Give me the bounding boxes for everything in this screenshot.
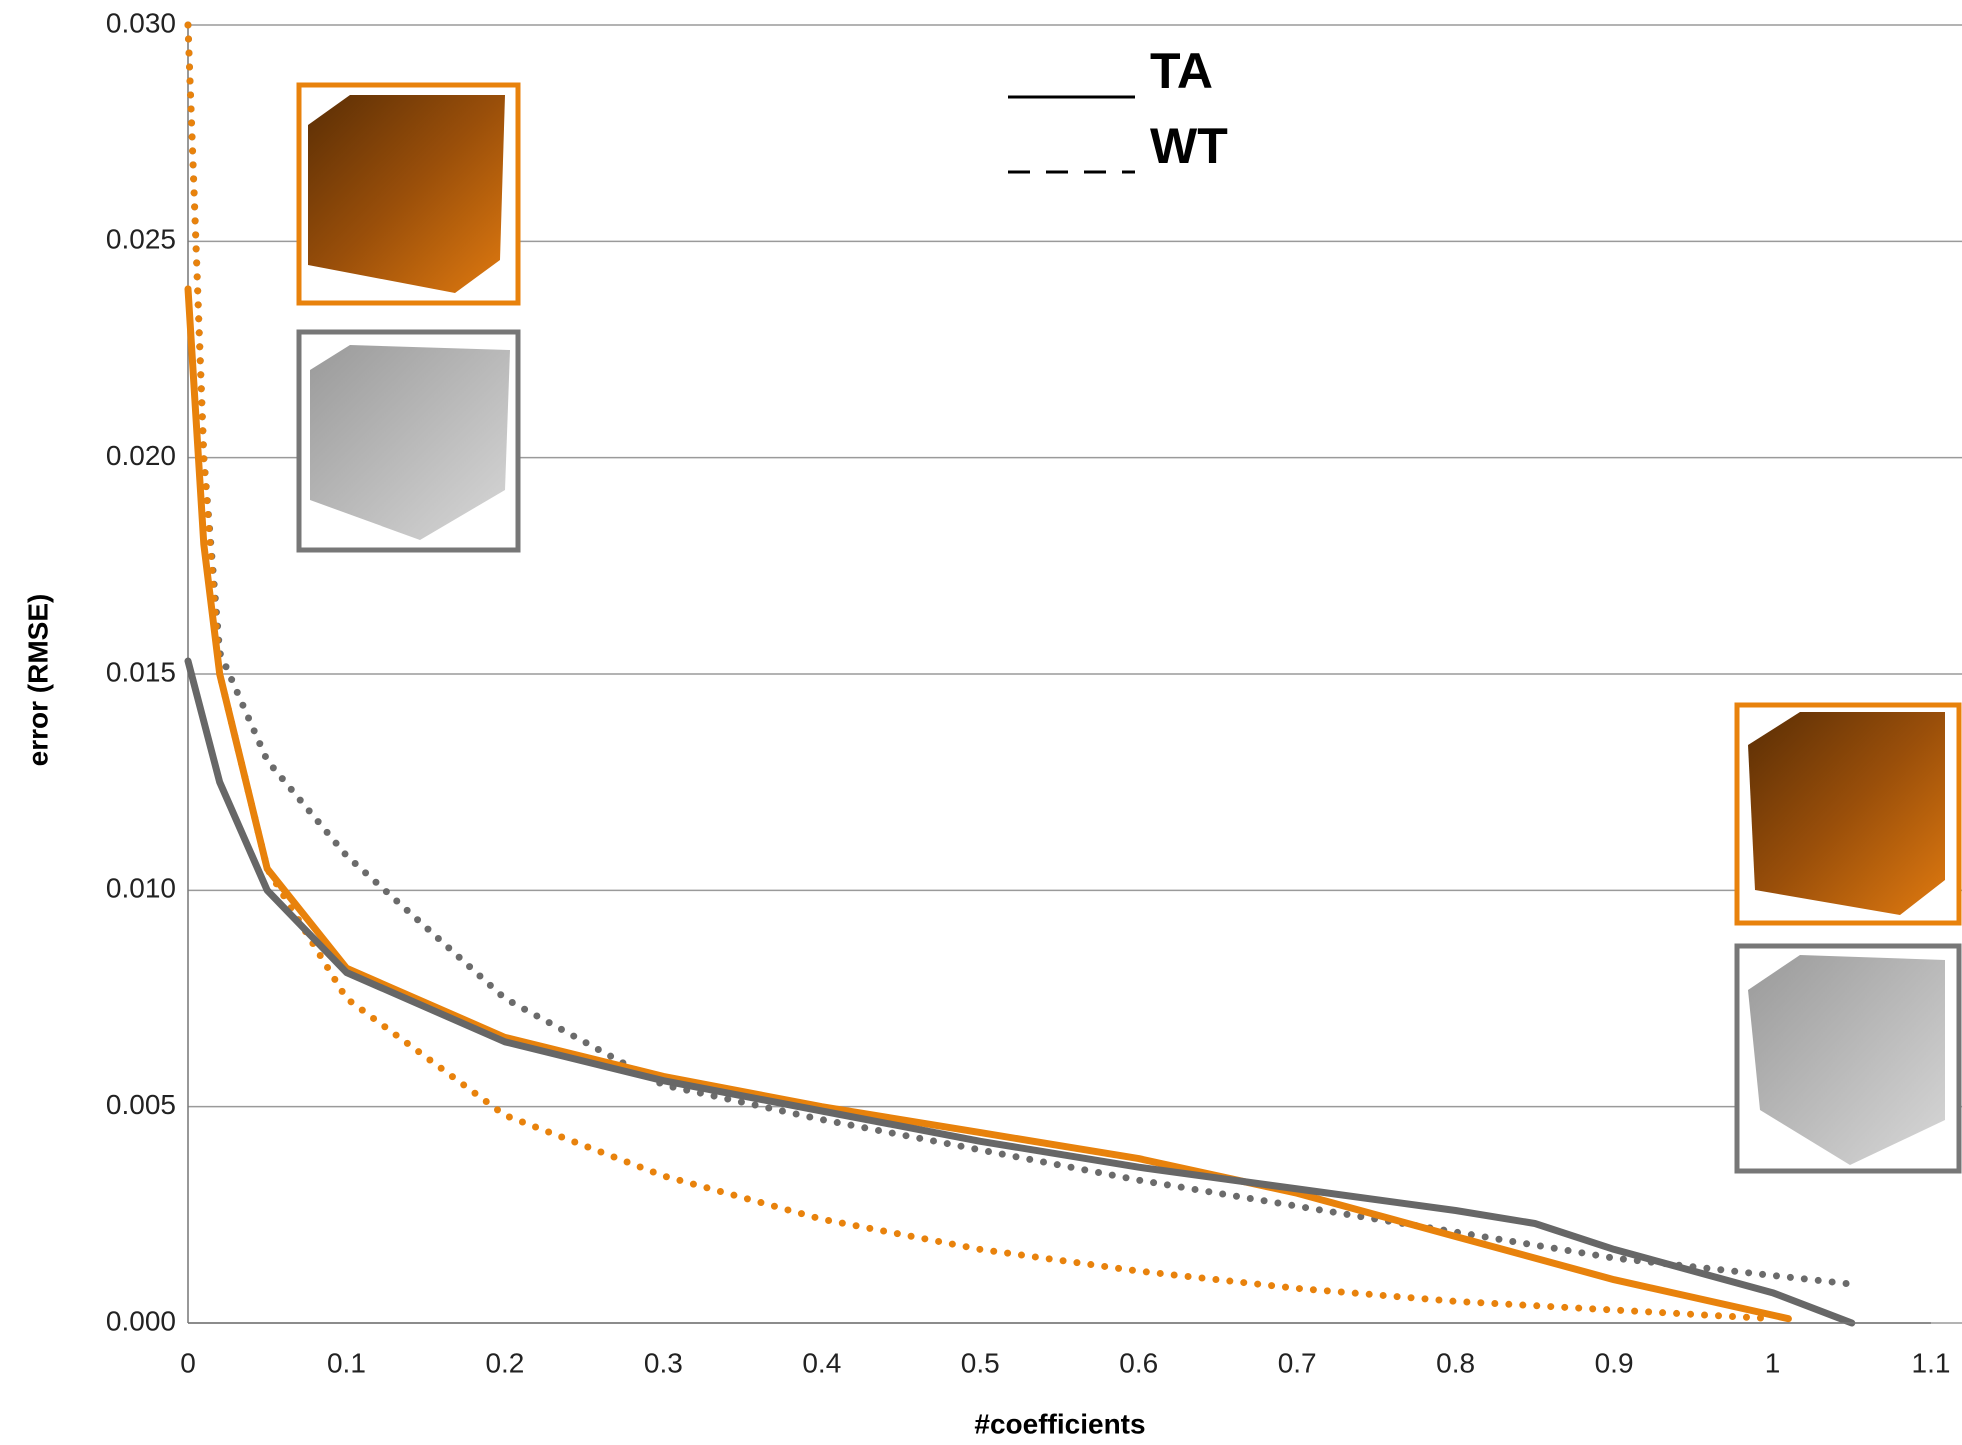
- x-tick-label: 0.8: [1436, 1347, 1475, 1378]
- y-tick-label: 0.010: [106, 873, 176, 904]
- series-line: [184, 285, 1792, 1323]
- x-tick-label: 0.9: [1595, 1347, 1634, 1378]
- volume-render: [1748, 712, 1945, 915]
- y-tick-label: 0.000: [106, 1305, 176, 1336]
- x-tick-label: 0.6: [1119, 1347, 1158, 1378]
- x-tick-label: 1: [1765, 1347, 1781, 1378]
- x-tick-label: 0.3: [644, 1347, 683, 1378]
- series-line: [184, 657, 1856, 1327]
- y-tick-label: 0.020: [106, 440, 176, 471]
- x-tick-label: 1.1: [1912, 1347, 1951, 1378]
- legend-label: WT: [1150, 118, 1228, 174]
- y-tick-label: 0.025: [106, 224, 176, 255]
- volume-render: [1748, 955, 1945, 1165]
- x-tick-label: 0.1: [327, 1347, 366, 1378]
- y-axis-label: error (RMSE): [22, 594, 53, 767]
- y-tick-label: 0.015: [106, 656, 176, 687]
- x-tick-label: 0.4: [802, 1347, 841, 1378]
- y-tick-label: 0.005: [106, 1089, 176, 1120]
- x-tick-label: 0.7: [1278, 1347, 1317, 1378]
- x-axis-label: #coefficients: [974, 1408, 1145, 1439]
- x-tick-label: 0.5: [961, 1347, 1000, 1378]
- volume-render: [310, 345, 510, 540]
- x-tick-label: 0: [180, 1347, 196, 1378]
- volume-render: [308, 95, 505, 293]
- x-tick-label: 0.2: [485, 1347, 524, 1378]
- y-tick-label: 0.030: [106, 7, 176, 38]
- thumbnails: [296, 82, 1962, 1174]
- legend-label: TA: [1150, 43, 1213, 99]
